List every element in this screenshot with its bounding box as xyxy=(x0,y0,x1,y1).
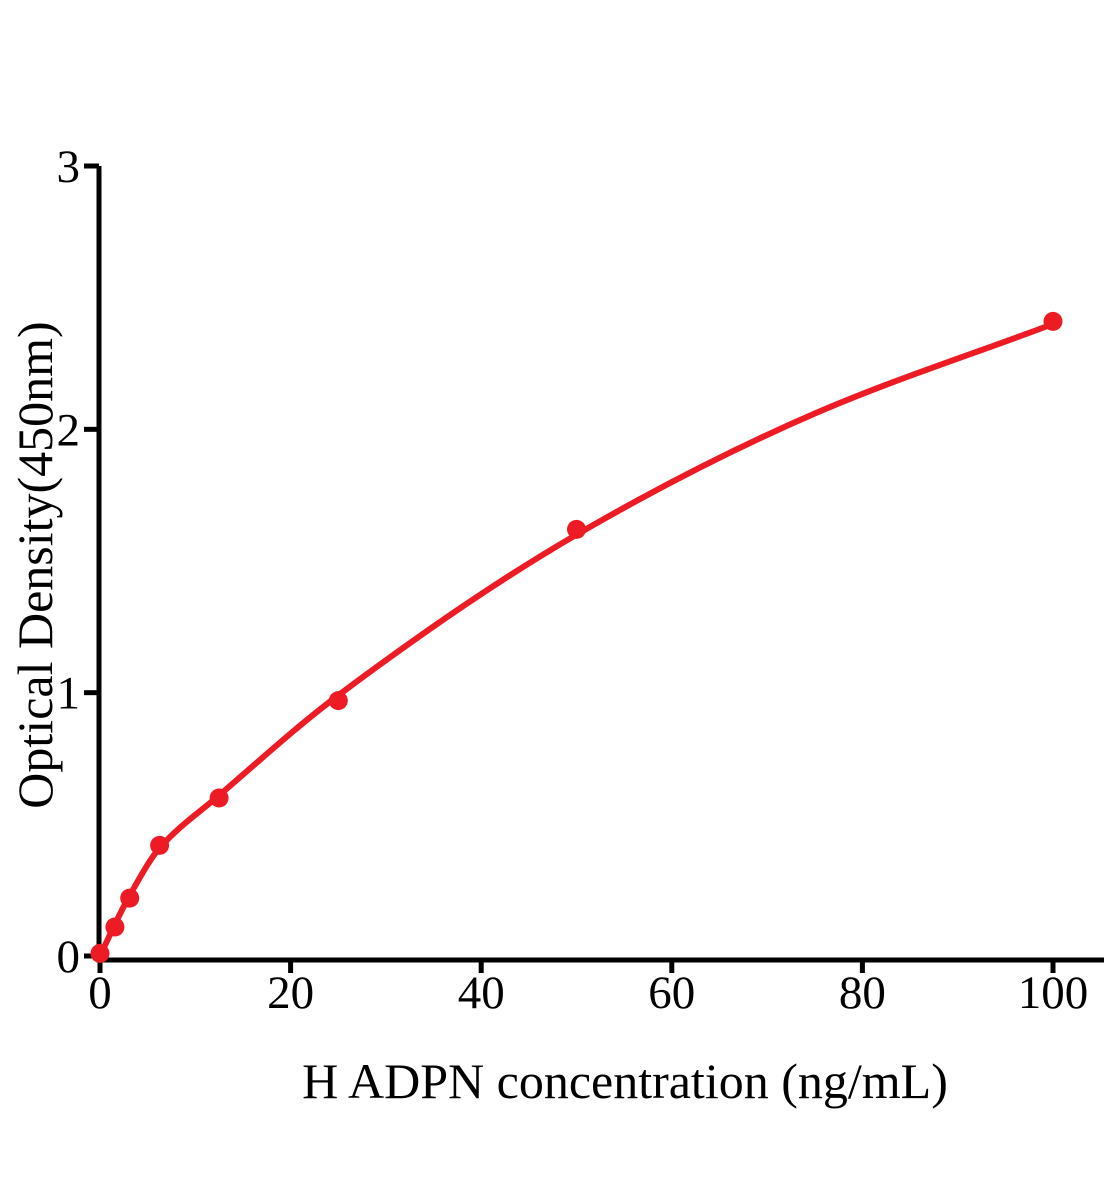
x-tick-label: 0 xyxy=(88,967,112,1019)
data-series xyxy=(90,311,1063,963)
data-point xyxy=(1043,311,1063,331)
y-tick-label: 3 xyxy=(57,141,81,193)
tick-labels: 0 1 2 3 0 20 40 60 80 100 xyxy=(57,141,1089,1019)
x-tick-label: 20 xyxy=(267,967,314,1019)
y-tick-label: 2 xyxy=(57,404,81,456)
y-axis-title: Optical Density(450nm) xyxy=(7,321,63,808)
x-tick-label: 60 xyxy=(648,967,695,1019)
data-point xyxy=(120,888,140,908)
data-point xyxy=(105,917,125,937)
data-point xyxy=(209,788,229,808)
x-tick-label: 80 xyxy=(839,967,886,1019)
x-tick-label: 100 xyxy=(1018,967,1089,1019)
axes xyxy=(84,163,1104,973)
y-tick-label: 0 xyxy=(57,931,81,983)
y-tick-label: 1 xyxy=(57,668,81,720)
data-point xyxy=(150,835,170,855)
x-axis-title: H ADPN concentration (ng/mL) xyxy=(302,1053,948,1109)
data-point xyxy=(328,691,348,711)
x-tick-label: 40 xyxy=(458,967,505,1019)
data-point xyxy=(90,943,110,963)
data-point xyxy=(567,519,586,539)
fit-curve xyxy=(97,321,1056,959)
